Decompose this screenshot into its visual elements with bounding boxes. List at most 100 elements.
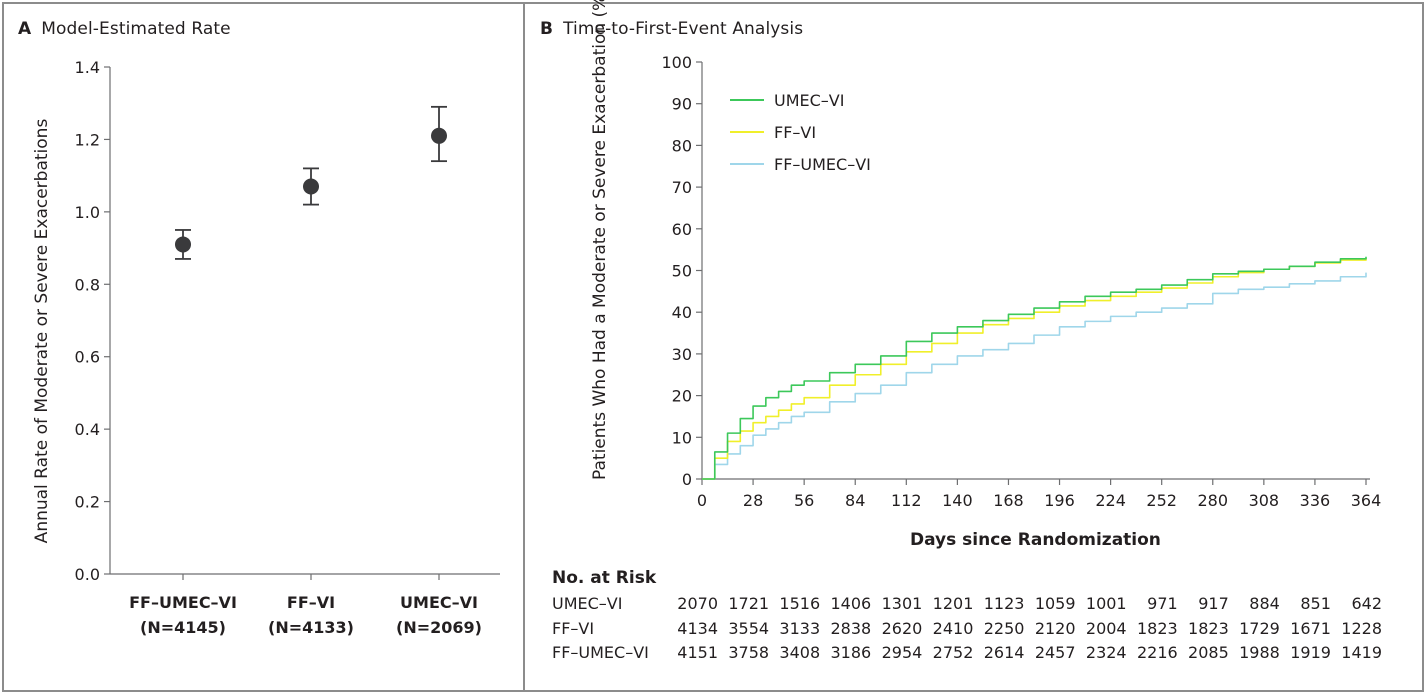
at-risk-value: 2457 bbox=[1034, 643, 1076, 662]
series-line-0 bbox=[702, 256, 1367, 480]
at-risk-value: 1228 bbox=[1341, 619, 1382, 638]
at-risk-value: 4134 bbox=[677, 619, 718, 638]
at-risk-value: 2752 bbox=[932, 643, 974, 662]
at-risk-value: 4151 bbox=[677, 643, 718, 662]
at-risk-value: 3758 bbox=[728, 643, 770, 662]
panel-b-x-axis-label: Days since Randomization bbox=[910, 530, 1161, 550]
x-category-n: (N=4133) bbox=[268, 618, 354, 637]
at-risk-value: 1823 bbox=[1188, 619, 1229, 638]
y-tick-label: 30 bbox=[672, 345, 692, 364]
x-tick-label: 140 bbox=[942, 491, 973, 510]
y-tick-label: 1.2 bbox=[75, 130, 100, 149]
at-risk-value: 851 bbox=[1300, 594, 1331, 613]
x-tick-label: 168 bbox=[993, 491, 1024, 510]
at-risk-value: 2954 bbox=[881, 643, 923, 662]
y-tick-label: 0.2 bbox=[75, 493, 100, 512]
at-risk-value: 2620 bbox=[881, 619, 923, 638]
at-risk-value: 2324 bbox=[1085, 643, 1127, 662]
at-risk-value: 1406 bbox=[830, 594, 872, 613]
y-tick-label: 50 bbox=[672, 262, 692, 281]
y-tick-label: 70 bbox=[672, 178, 692, 197]
at-risk-value: 1721 bbox=[728, 594, 770, 613]
y-tick-label: 1.0 bbox=[75, 203, 100, 222]
y-tick-label: 40 bbox=[672, 303, 692, 322]
panel-b-title-text: Time-to-First-Event Analysis bbox=[563, 19, 804, 39]
at-risk-value: 1001 bbox=[1085, 594, 1127, 613]
at-risk-value: 1123 bbox=[983, 594, 1025, 613]
at-risk-value: 1671 bbox=[1290, 619, 1331, 638]
y-tick-label: 20 bbox=[672, 387, 692, 406]
x-tick-label: 56 bbox=[794, 491, 814, 510]
panel-b-letter: B bbox=[540, 19, 554, 39]
x-tick-label: 280 bbox=[1197, 491, 1228, 510]
y-tick-label: 100 bbox=[661, 53, 692, 72]
at-risk-value: 2070 bbox=[677, 594, 718, 613]
y-tick-label: 0.8 bbox=[75, 275, 100, 294]
data-point bbox=[175, 236, 191, 253]
y-tick-label: 60 bbox=[672, 220, 692, 239]
at-risk-value: 1823 bbox=[1136, 619, 1178, 638]
at-risk-value: 642 bbox=[1351, 594, 1382, 613]
x-tick-label: 28 bbox=[743, 491, 763, 510]
x-tick-label: 224 bbox=[1095, 491, 1126, 510]
at-risk-row-label: FF–UMEC–VI bbox=[552, 643, 649, 662]
at-risk-value: 2120 bbox=[1034, 619, 1076, 638]
y-tick-label: 0 bbox=[682, 470, 692, 489]
at-risk-row-label: FF–VI bbox=[552, 619, 595, 638]
data-point bbox=[303, 178, 319, 195]
at-risk-value: 3133 bbox=[779, 619, 821, 638]
x-tick-label: 308 bbox=[1249, 491, 1280, 510]
at-risk-value: 1301 bbox=[881, 594, 923, 613]
y-tick-label: 90 bbox=[672, 95, 692, 114]
at-risk-value: 1919 bbox=[1290, 643, 1331, 662]
at-risk-value: 971 bbox=[1147, 594, 1178, 613]
at-risk-value: 1516 bbox=[779, 594, 821, 613]
x-category-n: (N=2069) bbox=[396, 618, 482, 637]
at-risk-value: 3554 bbox=[728, 619, 770, 638]
at-risk-row-label: UMEC–VI bbox=[552, 594, 623, 613]
legend-label: FF–UMEC–VI bbox=[774, 155, 871, 174]
at-risk-title: No. at Risk bbox=[552, 568, 657, 588]
x-category-label: FF–VI bbox=[287, 593, 335, 612]
y-tick-label: 80 bbox=[672, 136, 692, 155]
legend-label: UMEC–VI bbox=[774, 91, 844, 110]
panel-b-title: B Time-to-First-Event Analysis bbox=[540, 19, 803, 39]
data-point bbox=[431, 127, 447, 144]
legend-label: FF–VI bbox=[774, 123, 816, 142]
at-risk-value: 2614 bbox=[983, 643, 1025, 662]
at-risk-value: 2216 bbox=[1136, 643, 1178, 662]
x-tick-label: 364 bbox=[1351, 491, 1382, 510]
x-category-label: UMEC–VI bbox=[400, 593, 478, 612]
at-risk-value: 884 bbox=[1249, 594, 1280, 613]
at-risk-value: 917 bbox=[1198, 594, 1229, 613]
x-tick-label: 84 bbox=[845, 491, 865, 510]
at-risk-value: 1201 bbox=[932, 594, 974, 613]
y-tick-label: 10 bbox=[672, 428, 692, 447]
at-risk-value: 3186 bbox=[830, 643, 872, 662]
x-tick-label: 112 bbox=[891, 491, 922, 510]
at-risk-value: 1729 bbox=[1239, 619, 1280, 638]
x-tick-label: 336 bbox=[1300, 491, 1331, 510]
series-line-1 bbox=[702, 257, 1367, 480]
panel-a-letter: A bbox=[18, 19, 32, 39]
at-risk-value: 1059 bbox=[1034, 594, 1076, 613]
at-risk-value: 1419 bbox=[1341, 643, 1382, 662]
at-risk-value: 2250 bbox=[983, 619, 1025, 638]
panel-a-title: A Model-Estimated Rate bbox=[18, 19, 231, 39]
x-tick-label: 0 bbox=[697, 491, 707, 510]
y-tick-label: 0.0 bbox=[75, 565, 100, 584]
at-risk-value: 2410 bbox=[932, 619, 974, 638]
x-category-label: FF–UMEC–VI bbox=[129, 593, 237, 612]
panel-a-chart: 0.0 0.2 0.4 0.6 0.8 1.0 1.2 1.4 FF–UMEC–VI (N=414… bbox=[75, 58, 500, 637]
x-tick-label: 196 bbox=[1044, 491, 1075, 510]
at-risk-value: 1988 bbox=[1239, 643, 1280, 662]
panel-divider bbox=[523, 2, 525, 692]
y-tick-label: 1.4 bbox=[75, 58, 100, 77]
panel-b-chart: 0 10 20 30 40 50 60 70 80 90 100 0 28 56 84 112 140 168 19… bbox=[661, 53, 1382, 510]
y-tick-label: 0.6 bbox=[75, 348, 100, 367]
x-category-n: (N=4145) bbox=[140, 618, 226, 637]
y-tick-label: 0.4 bbox=[75, 420, 100, 439]
panel-a-title-text: Model-Estimated Rate bbox=[41, 19, 231, 39]
at-risk-value: 2838 bbox=[830, 619, 872, 638]
